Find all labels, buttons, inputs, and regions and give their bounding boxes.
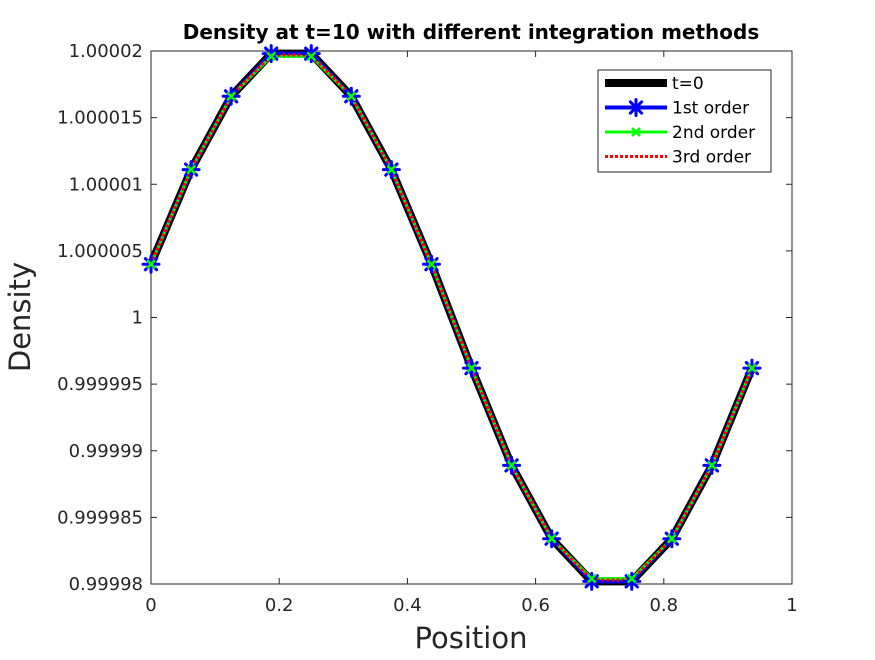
series-line-2nd-order xyxy=(149,54,754,581)
y-tick-label: 0.99998 xyxy=(69,574,143,595)
x-tick-label: 0.6 xyxy=(521,595,550,616)
data-point-x-marker xyxy=(346,91,357,102)
data-point-x-marker xyxy=(706,460,717,471)
y-tick-label: 0.99999 xyxy=(69,441,143,462)
axis-ticks: 0 0.2 0.4 0.6 0.8 1 0.99998 0.999985 0.99999 0.99… xyxy=(57,41,798,616)
legend: t=0 1st order 2nd order 3rd order xyxy=(597,69,772,173)
data-point-x-marker xyxy=(426,259,437,270)
y-axis-label: Density xyxy=(3,262,37,372)
data-point-x-marker xyxy=(306,51,317,62)
data-point-x-marker xyxy=(226,91,237,102)
series-lines xyxy=(147,49,756,586)
chart-title: Density at t=10 with different integrati… xyxy=(183,20,760,44)
legend-entry: 3rd order xyxy=(605,148,751,168)
x-tick-label: 0.4 xyxy=(393,595,422,616)
data-point-x-marker xyxy=(266,51,277,62)
legend-marker xyxy=(626,98,646,117)
data-point-x-marker xyxy=(586,573,597,584)
data-point-asterisk-marker xyxy=(301,44,321,64)
x-tick-label: 0 xyxy=(145,595,156,616)
data-point-x-marker xyxy=(466,363,477,374)
data-point-asterisk-marker xyxy=(582,571,602,591)
legend-label: 1st order xyxy=(672,99,749,119)
legend-entry: 2nd order xyxy=(605,123,755,143)
x-tick-label: 1 xyxy=(786,595,797,616)
data-point-x-marker xyxy=(186,164,196,175)
data-point-x-marker xyxy=(146,259,156,270)
x-tick-label: 0.2 xyxy=(265,595,294,616)
series-line-3rd-order xyxy=(149,53,754,582)
data-point-asterisk-marker xyxy=(622,571,642,591)
legend-label: t=0 xyxy=(672,74,704,94)
data-point-asterisk-marker xyxy=(261,44,281,64)
y-tick-label: 0.999985 xyxy=(57,507,143,528)
legend-entry: t=0 xyxy=(605,74,704,94)
legend-label: 2nd order xyxy=(672,123,755,143)
data-point-x-marker xyxy=(666,533,677,544)
series-markers xyxy=(141,44,762,591)
y-tick-label: 1.00002 xyxy=(69,41,143,62)
data-point-x-marker xyxy=(386,164,397,175)
y-tick-label: 1.000005 xyxy=(57,241,143,262)
legend-label: 3rd order xyxy=(672,148,751,168)
legend-marker xyxy=(631,127,641,137)
x-axis-label: Position xyxy=(415,621,528,655)
data-point-x-marker xyxy=(626,573,637,584)
y-tick-label: 1.00001 xyxy=(69,174,143,195)
x-tick-label: 0.8 xyxy=(649,595,678,616)
y-tick-label: 1 xyxy=(132,308,143,329)
data-point-x-marker xyxy=(747,363,757,374)
y-tick-label: 0.999995 xyxy=(57,374,143,395)
data-point-x-marker xyxy=(546,533,557,544)
data-point-x-marker xyxy=(506,460,517,471)
y-tick-label: 1.000015 xyxy=(57,108,143,129)
legend-entry: 1st order xyxy=(605,98,749,119)
